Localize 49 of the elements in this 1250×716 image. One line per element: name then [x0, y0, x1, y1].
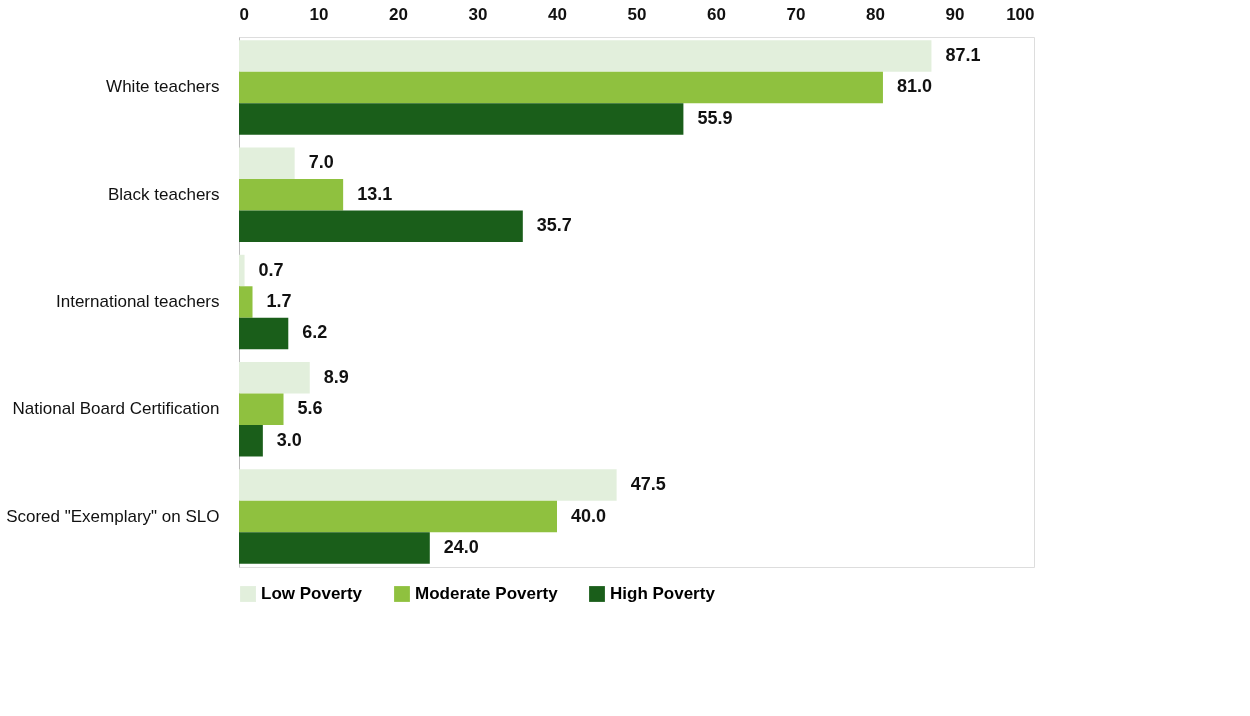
- x-tick-label: 20: [389, 4, 408, 24]
- legend-label: High Poverty: [610, 584, 716, 603]
- bar: [239, 500, 557, 533]
- data-label: 0.7: [258, 259, 284, 280]
- data-label: 13.1: [357, 183, 393, 204]
- bar: [239, 103, 684, 135]
- x-tick-label: 30: [468, 4, 488, 24]
- bar: [239, 40, 932, 72]
- bar: [239, 532, 430, 564]
- x-tick-label: 80: [866, 4, 885, 24]
- data-label: 40.0: [571, 505, 607, 526]
- data-label: 1.7: [266, 291, 292, 311]
- data-label: 3.0: [276, 429, 302, 450]
- data-label: 6.2: [302, 322, 328, 343]
- x-tick-label: 60: [707, 4, 726, 24]
- x-tick-label: 70: [786, 4, 806, 24]
- bar: [239, 469, 617, 501]
- y-tick-label: Scored "Exemplary" on SLO: [6, 506, 220, 526]
- data-label: 7.0: [308, 152, 334, 173]
- x-tick-label: 40: [548, 4, 567, 24]
- data-label: 5.6: [297, 398, 323, 419]
- x-tick-label: 10: [309, 4, 329, 24]
- data-label: 24.0: [443, 537, 479, 558]
- y-tick-label: International teachers: [56, 292, 220, 311]
- data-label: 55.9: [697, 107, 733, 128]
- bar: [239, 393, 284, 426]
- legend-label: Low Poverty: [261, 584, 363, 603]
- data-label: 35.7: [536, 215, 572, 236]
- data-label: 47.5: [630, 474, 666, 495]
- bar: [239, 254, 245, 287]
- bar: [239, 286, 253, 318]
- bar: [239, 71, 883, 104]
- x-tick-label: 90: [945, 4, 965, 24]
- bar: [239, 317, 289, 350]
- x-tick-label: 50: [627, 4, 647, 24]
- legend-label: Moderate Poverty: [415, 584, 559, 603]
- bar: [239, 210, 523, 242]
- data-label: 8.9: [323, 366, 349, 387]
- data-label: 87.1: [945, 44, 981, 65]
- x-tick-label: 0: [239, 4, 249, 24]
- bar: [239, 178, 344, 211]
- data-label: 81.0: [896, 76, 932, 97]
- y-tick-label: White teachers: [106, 77, 220, 97]
- bar: [239, 362, 310, 394]
- y-tick-label: Black teachers: [108, 184, 220, 204]
- bar: [239, 147, 295, 179]
- x-tick-label: 100: [1006, 4, 1035, 24]
- y-tick-label: National Board Certification: [12, 399, 220, 419]
- bar: [239, 425, 263, 457]
